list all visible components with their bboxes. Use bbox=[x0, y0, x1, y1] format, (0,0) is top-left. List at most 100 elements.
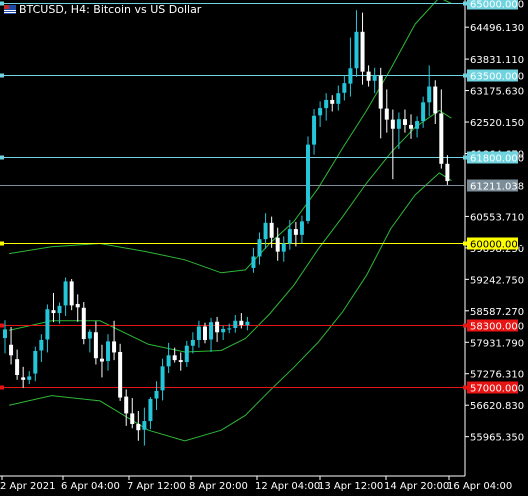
candle-body bbox=[3, 329, 7, 339]
candle-body bbox=[160, 366, 165, 391]
candle-body bbox=[409, 124, 414, 129]
candle-body bbox=[239, 320, 244, 326]
x-tick-label: 16 Apr 04:00 bbox=[447, 481, 512, 492]
price-level-badge bbox=[467, 151, 518, 164]
candle-body bbox=[106, 341, 111, 362]
candle-body bbox=[275, 237, 280, 252]
price-level-handle[interactable] bbox=[463, 155, 467, 160]
price-level-badge bbox=[467, 179, 518, 192]
candle-body bbox=[202, 326, 207, 340]
candle-body bbox=[402, 119, 407, 125]
candle-body bbox=[209, 322, 214, 340]
candle-body bbox=[45, 309, 50, 340]
candle-body bbox=[251, 256, 256, 268]
candle-body bbox=[93, 332, 98, 359]
candle-body bbox=[51, 310, 56, 314]
price-level-handle[interactable] bbox=[0, 73, 4, 78]
candle-body bbox=[118, 351, 123, 398]
y-tick-label: 63831.110 bbox=[470, 55, 524, 66]
x-tick-label: 2 Apr 2021 bbox=[0, 481, 55, 492]
price-level-handle[interactable] bbox=[0, 155, 4, 160]
price-level-handle[interactable] bbox=[0, 1, 4, 6]
y-tick-label: 63175.630 bbox=[470, 87, 524, 98]
candle-body bbox=[69, 281, 74, 306]
candle-body bbox=[142, 421, 147, 430]
candle-body bbox=[166, 355, 171, 367]
y-tick-label: 64496.130 bbox=[470, 23, 524, 34]
candle-body bbox=[396, 119, 401, 129]
price-level-badge bbox=[467, 0, 518, 10]
candle-body bbox=[184, 345, 189, 363]
candle-body bbox=[178, 360, 183, 363]
price-level-badge bbox=[467, 319, 518, 332]
candle-body bbox=[196, 326, 201, 340]
candle-body bbox=[366, 71, 371, 81]
price-level-badge bbox=[467, 381, 518, 394]
candle-body bbox=[172, 355, 177, 361]
candle-body bbox=[190, 339, 195, 346]
y-tick-label: 57276.310 bbox=[470, 370, 524, 381]
candle-body bbox=[299, 221, 304, 235]
candle-body bbox=[227, 328, 232, 330]
candle-body bbox=[154, 390, 159, 399]
candle-body bbox=[318, 108, 323, 116]
candle-body bbox=[221, 328, 226, 333]
y-tick-label: 59242.750 bbox=[470, 275, 524, 286]
candle-body bbox=[148, 399, 153, 422]
price-level-handle[interactable] bbox=[0, 385, 4, 390]
symbol-title: BTCUSD, H4: Bitcoin vs US Dollar bbox=[19, 3, 202, 16]
candle-body bbox=[245, 321, 250, 326]
x-tick-label: 12 Apr 04:00 bbox=[255, 481, 320, 492]
candle-body bbox=[348, 68, 353, 84]
candle-body bbox=[293, 229, 298, 235]
price-level-handle[interactable] bbox=[463, 323, 467, 328]
y-tick-label: 62520.150 bbox=[470, 118, 524, 129]
y-tick-label: 55965.350 bbox=[470, 433, 524, 444]
price-level-label: 65000.000 bbox=[470, 0, 524, 11]
candle-body bbox=[354, 31, 359, 69]
candle-body bbox=[33, 351, 38, 374]
price-level-label: 63500.000 bbox=[470, 72, 524, 83]
candle-body bbox=[263, 222, 268, 240]
price-level-handle[interactable] bbox=[0, 323, 4, 328]
candle-body bbox=[257, 239, 262, 257]
candle-body bbox=[427, 86, 432, 103]
candle-body bbox=[21, 377, 26, 380]
candle-body bbox=[445, 163, 450, 182]
price-level-handle[interactable] bbox=[463, 73, 467, 78]
candle-body bbox=[124, 396, 129, 414]
x-tick-label: 8 Apr 20:00 bbox=[189, 481, 248, 492]
candle-body bbox=[336, 93, 341, 104]
price-level-handle[interactable] bbox=[0, 241, 4, 246]
price-level-handle[interactable] bbox=[463, 385, 467, 390]
price-level-label: 57000.000 bbox=[470, 384, 524, 395]
band-lower-line bbox=[8, 172, 452, 442]
candle-body bbox=[9, 344, 14, 356]
candle-body bbox=[136, 423, 141, 431]
y-tick-label: 56620.830 bbox=[470, 401, 524, 412]
price-level-label: 58300.000 bbox=[470, 322, 524, 333]
price-level-badge bbox=[467, 237, 518, 250]
candle-body bbox=[433, 86, 438, 114]
price-level-handle[interactable] bbox=[463, 241, 467, 246]
price-level-handle[interactable] bbox=[463, 1, 467, 6]
candle-body bbox=[384, 108, 389, 120]
x-tick-label: 6 Apr 04:00 bbox=[61, 481, 120, 492]
price-level-label: 60000.000 bbox=[470, 240, 524, 251]
candle-body bbox=[390, 119, 395, 129]
candle-body bbox=[99, 358, 104, 362]
price-level-badge bbox=[467, 69, 518, 82]
candle-body bbox=[27, 376, 32, 380]
candle-body bbox=[281, 243, 286, 252]
instrument-icon bbox=[4, 5, 16, 14]
candle-body bbox=[378, 75, 383, 109]
candle-body bbox=[372, 75, 377, 81]
candle-body bbox=[39, 339, 44, 351]
y-tick-label: 58587.270 bbox=[470, 307, 524, 318]
x-tick-label: 7 Apr 12:00 bbox=[127, 481, 186, 492]
candle-body bbox=[112, 341, 117, 353]
candle-body bbox=[269, 222, 274, 238]
candle-body bbox=[81, 307, 86, 339]
band-middle-line bbox=[8, 109, 452, 353]
